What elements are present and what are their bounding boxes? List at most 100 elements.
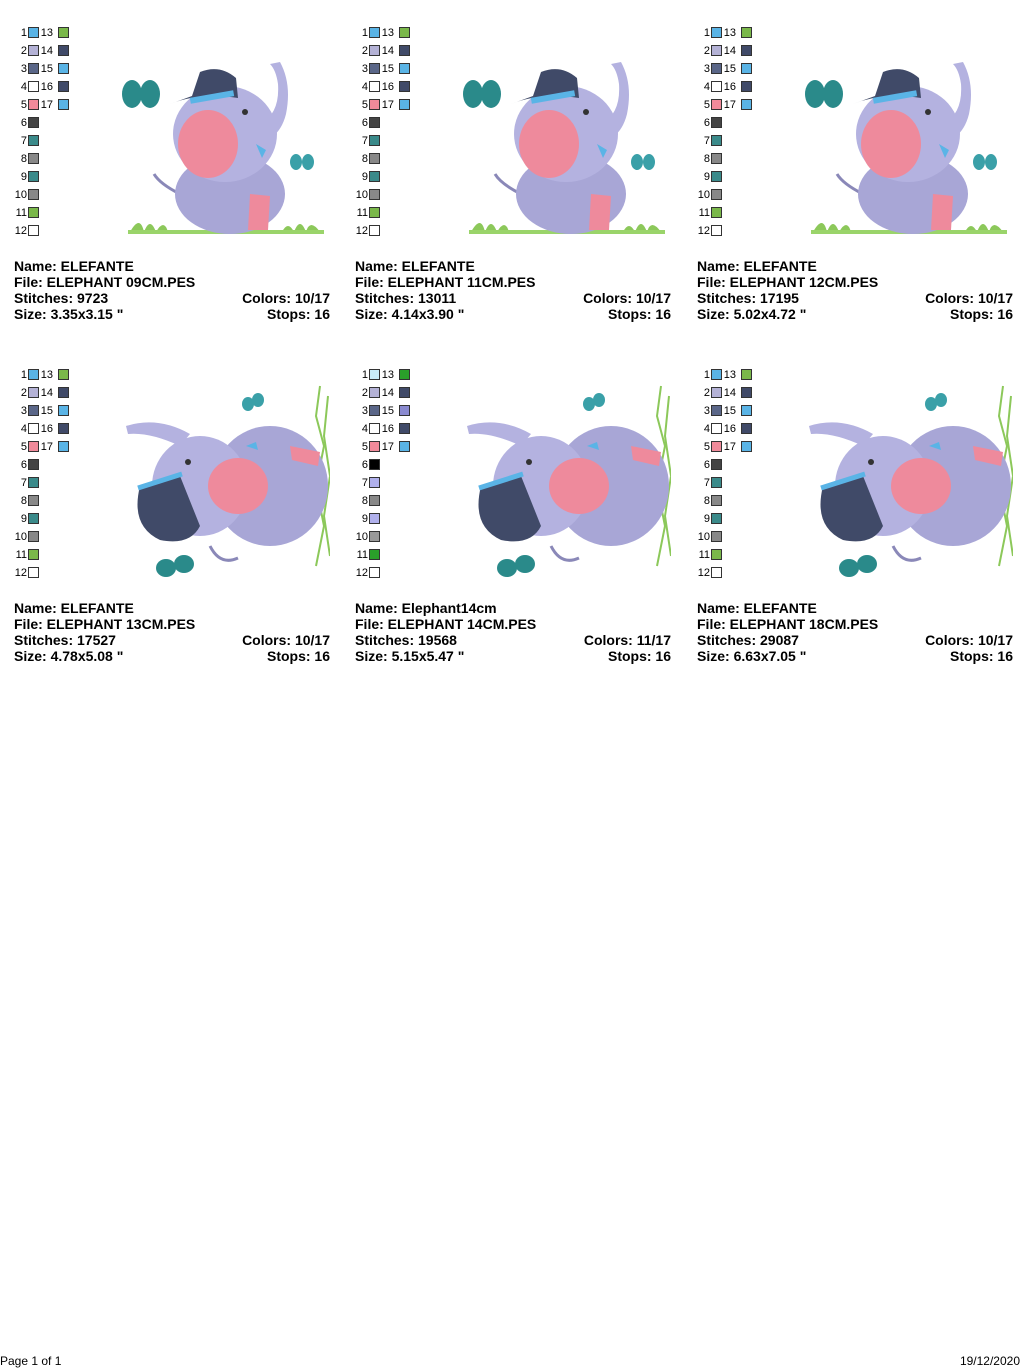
elephant-trunk (943, 62, 971, 142)
thread-number: 12 (355, 225, 368, 237)
design-name: Name: ELEFANTE (14, 600, 134, 616)
thread-number: 3 (361, 63, 368, 75)
thread-number: 14 (381, 45, 394, 57)
foot-patch (589, 194, 611, 230)
thread-number: 4 (703, 81, 710, 93)
palette-row: 10 (697, 188, 763, 202)
thread-swatch (369, 459, 380, 470)
thread-swatch (741, 405, 752, 416)
thread-swatch (711, 81, 722, 92)
thread-swatch (28, 153, 39, 164)
palette-row: 9 (355, 170, 421, 184)
palette-row: 9 (14, 512, 80, 526)
palette-row: 10 (355, 530, 421, 544)
thread-number: 10 (14, 189, 27, 201)
thread-number: 15 (381, 405, 394, 417)
palette-row: 7 (14, 134, 80, 148)
butterfly-icon (805, 80, 843, 108)
thread-number: 10 (697, 531, 710, 543)
thread-number: 13 (40, 27, 53, 39)
thread-number: 3 (20, 405, 27, 417)
palette-row: 10 (14, 188, 80, 202)
thread-number: 4 (20, 423, 27, 435)
stop-count: Stops: 16 (607, 306, 671, 322)
design-name: Name: Elephant14cm (355, 600, 497, 616)
thread-swatch (369, 117, 380, 128)
palette-row: 5 17 (697, 440, 763, 454)
thread-swatch (28, 207, 39, 218)
thread-swatch (711, 567, 722, 578)
thread-swatch (369, 495, 380, 506)
palette-row: 9 (697, 170, 763, 184)
thread-number: 8 (703, 153, 710, 165)
design-file: File: ELEPHANT 14CM.PES (355, 616, 537, 632)
elephant-hat (820, 476, 883, 542)
thread-swatch (28, 387, 39, 398)
thread-swatch (369, 477, 380, 488)
thread-number: 16 (381, 423, 394, 435)
thread-number: 17 (381, 99, 394, 111)
tail (208, 545, 239, 562)
palette-row: 2 14 (355, 386, 421, 400)
thread-swatch (28, 27, 39, 38)
thread-number: 6 (20, 459, 27, 471)
thread-swatch (28, 135, 39, 146)
thread-number: 5 (703, 99, 710, 111)
thread-number: 14 (40, 45, 53, 57)
thread-number: 10 (355, 189, 368, 201)
thread-swatch (369, 225, 380, 236)
palette-row: 1 13 (14, 26, 80, 40)
thread-swatch (399, 387, 410, 398)
thread-swatch (369, 549, 380, 560)
thread-swatch (741, 441, 752, 452)
color-count: Colors: 10/17 (242, 632, 330, 648)
palette-row: 9 (355, 512, 421, 526)
thread-swatch (369, 405, 380, 416)
thread-number: 11 (15, 207, 27, 219)
design-card: 1 13 2 14 3 15 4 16 5 17 6 7 8 9 10 11 12 Name: ELEFANTE… (355, 26, 671, 326)
thread-number: 3 (703, 63, 710, 75)
thread-number: 15 (381, 63, 394, 75)
palette-row: 4 16 (355, 422, 421, 436)
design-name: Name: ELEFANTE (355, 258, 475, 274)
elephant-hat (137, 476, 200, 542)
foot-patch (931, 194, 953, 230)
thread-number: 8 (703, 495, 710, 507)
elephant-ear (208, 458, 268, 514)
palette-row: 7 (697, 134, 763, 148)
palette-row: 6 (355, 116, 421, 130)
thread-swatch (399, 63, 410, 74)
thread-number: 16 (723, 81, 736, 93)
thread-number: 14 (40, 387, 53, 399)
thread-number: 7 (703, 477, 710, 489)
thread-swatch (711, 423, 722, 434)
thread-number: 7 (20, 477, 27, 489)
thread-swatch (399, 423, 410, 434)
thread-swatch (711, 531, 722, 542)
thread-number: 12 (14, 567, 27, 579)
thread-swatch (28, 99, 39, 110)
thread-number: 6 (703, 459, 710, 471)
palette-row: 1 13 (355, 26, 421, 40)
thread-number: 6 (703, 117, 710, 129)
design-name: Name: ELEFANTE (14, 258, 134, 274)
thread-swatch (58, 27, 69, 38)
stop-count: Stops: 16 (949, 648, 1013, 664)
thread-number: 4 (20, 81, 27, 93)
thread-number: 8 (20, 495, 27, 507)
palette-row: 1 13 (697, 368, 763, 382)
color-count: Colors: 10/17 (583, 290, 671, 306)
thread-swatch (369, 135, 380, 146)
palette-row: 4 16 (697, 80, 763, 94)
palette-row: 8 (697, 494, 763, 508)
elephant-hat (478, 476, 541, 542)
butterfly-icon (156, 555, 194, 577)
palette-row: 6 (697, 458, 763, 472)
thread-swatch (369, 63, 380, 74)
thread-number: 1 (20, 27, 27, 39)
thread-swatch (369, 207, 380, 218)
thread-number: 7 (20, 135, 27, 147)
palette-row: 6 (697, 116, 763, 130)
thread-number: 8 (20, 153, 27, 165)
thread-number: 2 (703, 45, 710, 57)
